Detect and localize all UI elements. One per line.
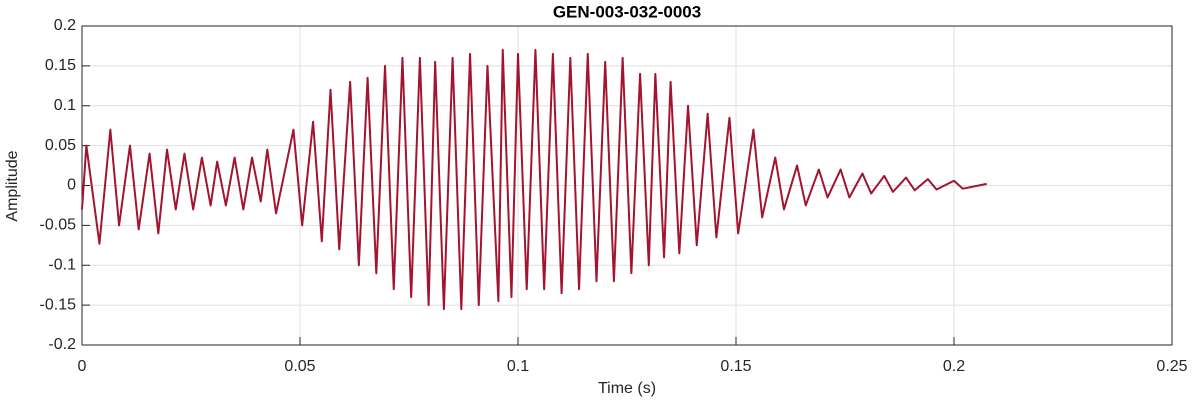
y-tick-label: 0.05 [45, 137, 76, 154]
chart-title: GEN-003-032-0003 [553, 2, 701, 21]
y-axis-label: Amplitude [4, 150, 21, 221]
x-tick-label: 0.2 [943, 358, 965, 375]
y-tick-label: 0.15 [45, 57, 76, 74]
x-axis-label: Time (s) [598, 380, 656, 397]
x-tick-label: 0.1 [507, 358, 529, 375]
x-tick-label: 0.25 [1156, 358, 1187, 375]
y-tick-label: 0 [67, 177, 76, 194]
y-tick-label: -0.05 [40, 217, 77, 234]
axes-box [81, 25, 1173, 346]
x-tick-label: 0.05 [284, 358, 315, 375]
x-tick-label: 0 [78, 358, 87, 375]
waveform-line [81, 48, 987, 311]
y-tick-label: 0.2 [54, 17, 76, 34]
x-tick-label: 0.15 [720, 358, 751, 375]
y-tick-label: -0.2 [48, 336, 76, 353]
y-tick-label: -0.15 [40, 296, 77, 313]
y-tick-label: 0.1 [54, 97, 76, 114]
y-tick-label: -0.1 [48, 256, 76, 273]
